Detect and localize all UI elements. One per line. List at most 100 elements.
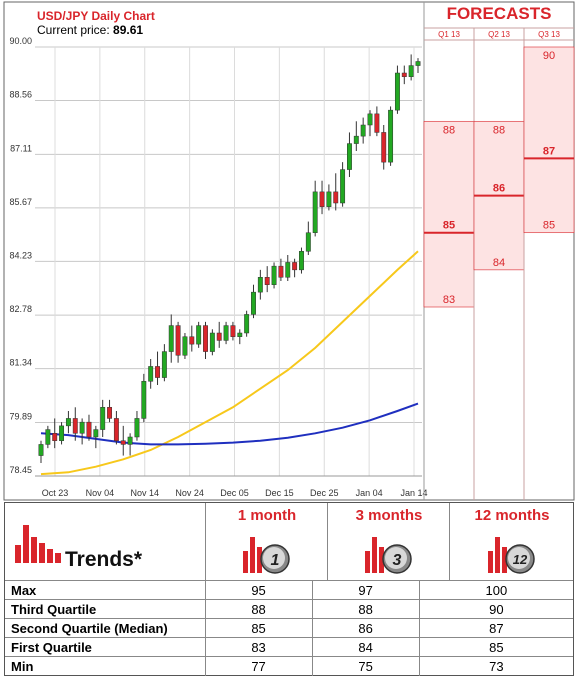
x-tick-label: Nov 14 bbox=[130, 488, 159, 498]
candle bbox=[93, 429, 99, 438]
row-value: 83 bbox=[204, 637, 313, 657]
candle bbox=[65, 418, 71, 427]
x-tick-label: Jan 14 bbox=[400, 488, 427, 498]
chart-title: USD/JPY Daily Chart bbox=[37, 9, 155, 23]
candle bbox=[388, 109, 394, 163]
x-tick-label: Nov 04 bbox=[86, 488, 115, 498]
candle bbox=[237, 332, 243, 337]
price-label: Current price: bbox=[37, 23, 110, 37]
x-tick-label: Dec 15 bbox=[265, 488, 294, 498]
trends-title-cell: Trends* bbox=[5, 503, 205, 580]
table-row: First Quartile 83 84 85 bbox=[5, 637, 573, 657]
candle bbox=[113, 418, 119, 441]
forecast-band bbox=[423, 120, 475, 308]
x-tick-label: Dec 05 bbox=[220, 488, 249, 498]
candle bbox=[86, 421, 92, 438]
row-value: 100 bbox=[418, 580, 573, 600]
candle bbox=[305, 232, 311, 252]
row-label: Min bbox=[5, 656, 205, 676]
candle bbox=[333, 191, 339, 204]
candle bbox=[155, 366, 160, 378]
candle bbox=[161, 351, 167, 378]
moving-average-line bbox=[40, 402, 419, 446]
candle bbox=[415, 61, 421, 66]
row-label: Third Quartile bbox=[5, 599, 205, 619]
forecast-high-label: 88 bbox=[493, 124, 505, 136]
current-price: Current price: 89.61 bbox=[37, 23, 143, 37]
horizon-label: 12 months bbox=[474, 507, 550, 524]
y-tick-label: 79.89 bbox=[9, 412, 32, 422]
candle bbox=[189, 336, 195, 345]
moving-average-line bbox=[40, 250, 419, 476]
y-tick-label: 82.78 bbox=[9, 304, 32, 314]
chart-area: 90.00 88.56 87.11 85.67 84.23 82.78 81.34 79.89… bbox=[3, 1, 575, 501]
row-value: 75 bbox=[311, 656, 420, 676]
candle bbox=[401, 72, 407, 77]
candle bbox=[381, 132, 387, 163]
candle bbox=[360, 124, 366, 137]
y-tick-label: 85.67 bbox=[9, 197, 32, 207]
candle bbox=[374, 113, 380, 133]
row-value: 86 bbox=[311, 618, 420, 638]
candle bbox=[319, 191, 325, 207]
trends-table: Trends* 1 month 1 3 months 3 bbox=[4, 502, 574, 676]
candle bbox=[38, 444, 44, 456]
y-tick-label: 78.45 bbox=[9, 465, 32, 475]
row-value: 84 bbox=[311, 637, 420, 657]
row-label: Max bbox=[5, 580, 205, 600]
candle bbox=[408, 65, 414, 77]
forecast-median-label: 86 bbox=[493, 183, 505, 195]
candle bbox=[203, 325, 208, 352]
forecasts-title: FORECASTS bbox=[446, 4, 552, 23]
price-value: 89.61 bbox=[113, 23, 144, 37]
forecast-low-label: 83 bbox=[443, 294, 455, 306]
row-value: 95 bbox=[204, 580, 313, 600]
candle bbox=[394, 72, 400, 111]
candle bbox=[134, 418, 140, 438]
candle bbox=[285, 262, 291, 278]
trends-title: Trends* bbox=[65, 548, 143, 571]
calendar-bars-icon: 12 bbox=[488, 537, 535, 574]
candle bbox=[182, 336, 188, 356]
y-tick-label: 90.00 bbox=[9, 36, 32, 46]
price-chart: 90.00 88.56 87.11 85.67 84.23 82.78 81.34 79.89… bbox=[3, 1, 575, 501]
y-tick-label: 84.23 bbox=[9, 250, 32, 260]
forecast-col-label: Q3 13 bbox=[538, 30, 560, 39]
horizon-1-month: 1 month 1 bbox=[205, 503, 328, 580]
table-row: Third Quartile 88 88 90 bbox=[5, 599, 573, 619]
row-value: 97 bbox=[311, 580, 420, 600]
candle bbox=[175, 325, 181, 356]
x-tick-label: Jan 04 bbox=[356, 488, 383, 498]
x-tick-label: Dec 25 bbox=[310, 488, 339, 498]
row-value: 73 bbox=[418, 656, 573, 676]
forecast-high-label: 88 bbox=[443, 124, 455, 136]
row-value: 88 bbox=[204, 599, 313, 619]
candle bbox=[292, 262, 298, 271]
row-value: 77 bbox=[204, 656, 313, 676]
y-tick-label: 81.34 bbox=[9, 358, 32, 368]
candle bbox=[45, 429, 51, 445]
candle bbox=[367, 113, 373, 126]
row-label: Second Quartile (Median) bbox=[5, 618, 205, 638]
candle bbox=[209, 332, 215, 352]
forecast-band bbox=[523, 46, 575, 234]
y-tick-label: 88.56 bbox=[9, 89, 32, 99]
horizon-badge: 1 bbox=[271, 552, 280, 569]
candle bbox=[244, 314, 250, 334]
candle bbox=[52, 433, 58, 441]
forecast-low-label: 84 bbox=[493, 257, 505, 269]
candle bbox=[326, 191, 332, 207]
forecast-median-label: 87 bbox=[543, 145, 555, 157]
candle bbox=[312, 191, 318, 233]
candle bbox=[100, 407, 106, 430]
candle bbox=[299, 251, 304, 271]
candle bbox=[141, 381, 147, 419]
candle bbox=[257, 277, 263, 293]
candle bbox=[120, 440, 126, 445]
candle bbox=[347, 143, 352, 170]
bar-chart-icon bbox=[15, 525, 61, 563]
candle bbox=[72, 418, 78, 434]
forecast-high-label: 90 bbox=[543, 50, 555, 62]
candle bbox=[196, 325, 202, 345]
horizon-label: 1 month bbox=[237, 507, 297, 524]
